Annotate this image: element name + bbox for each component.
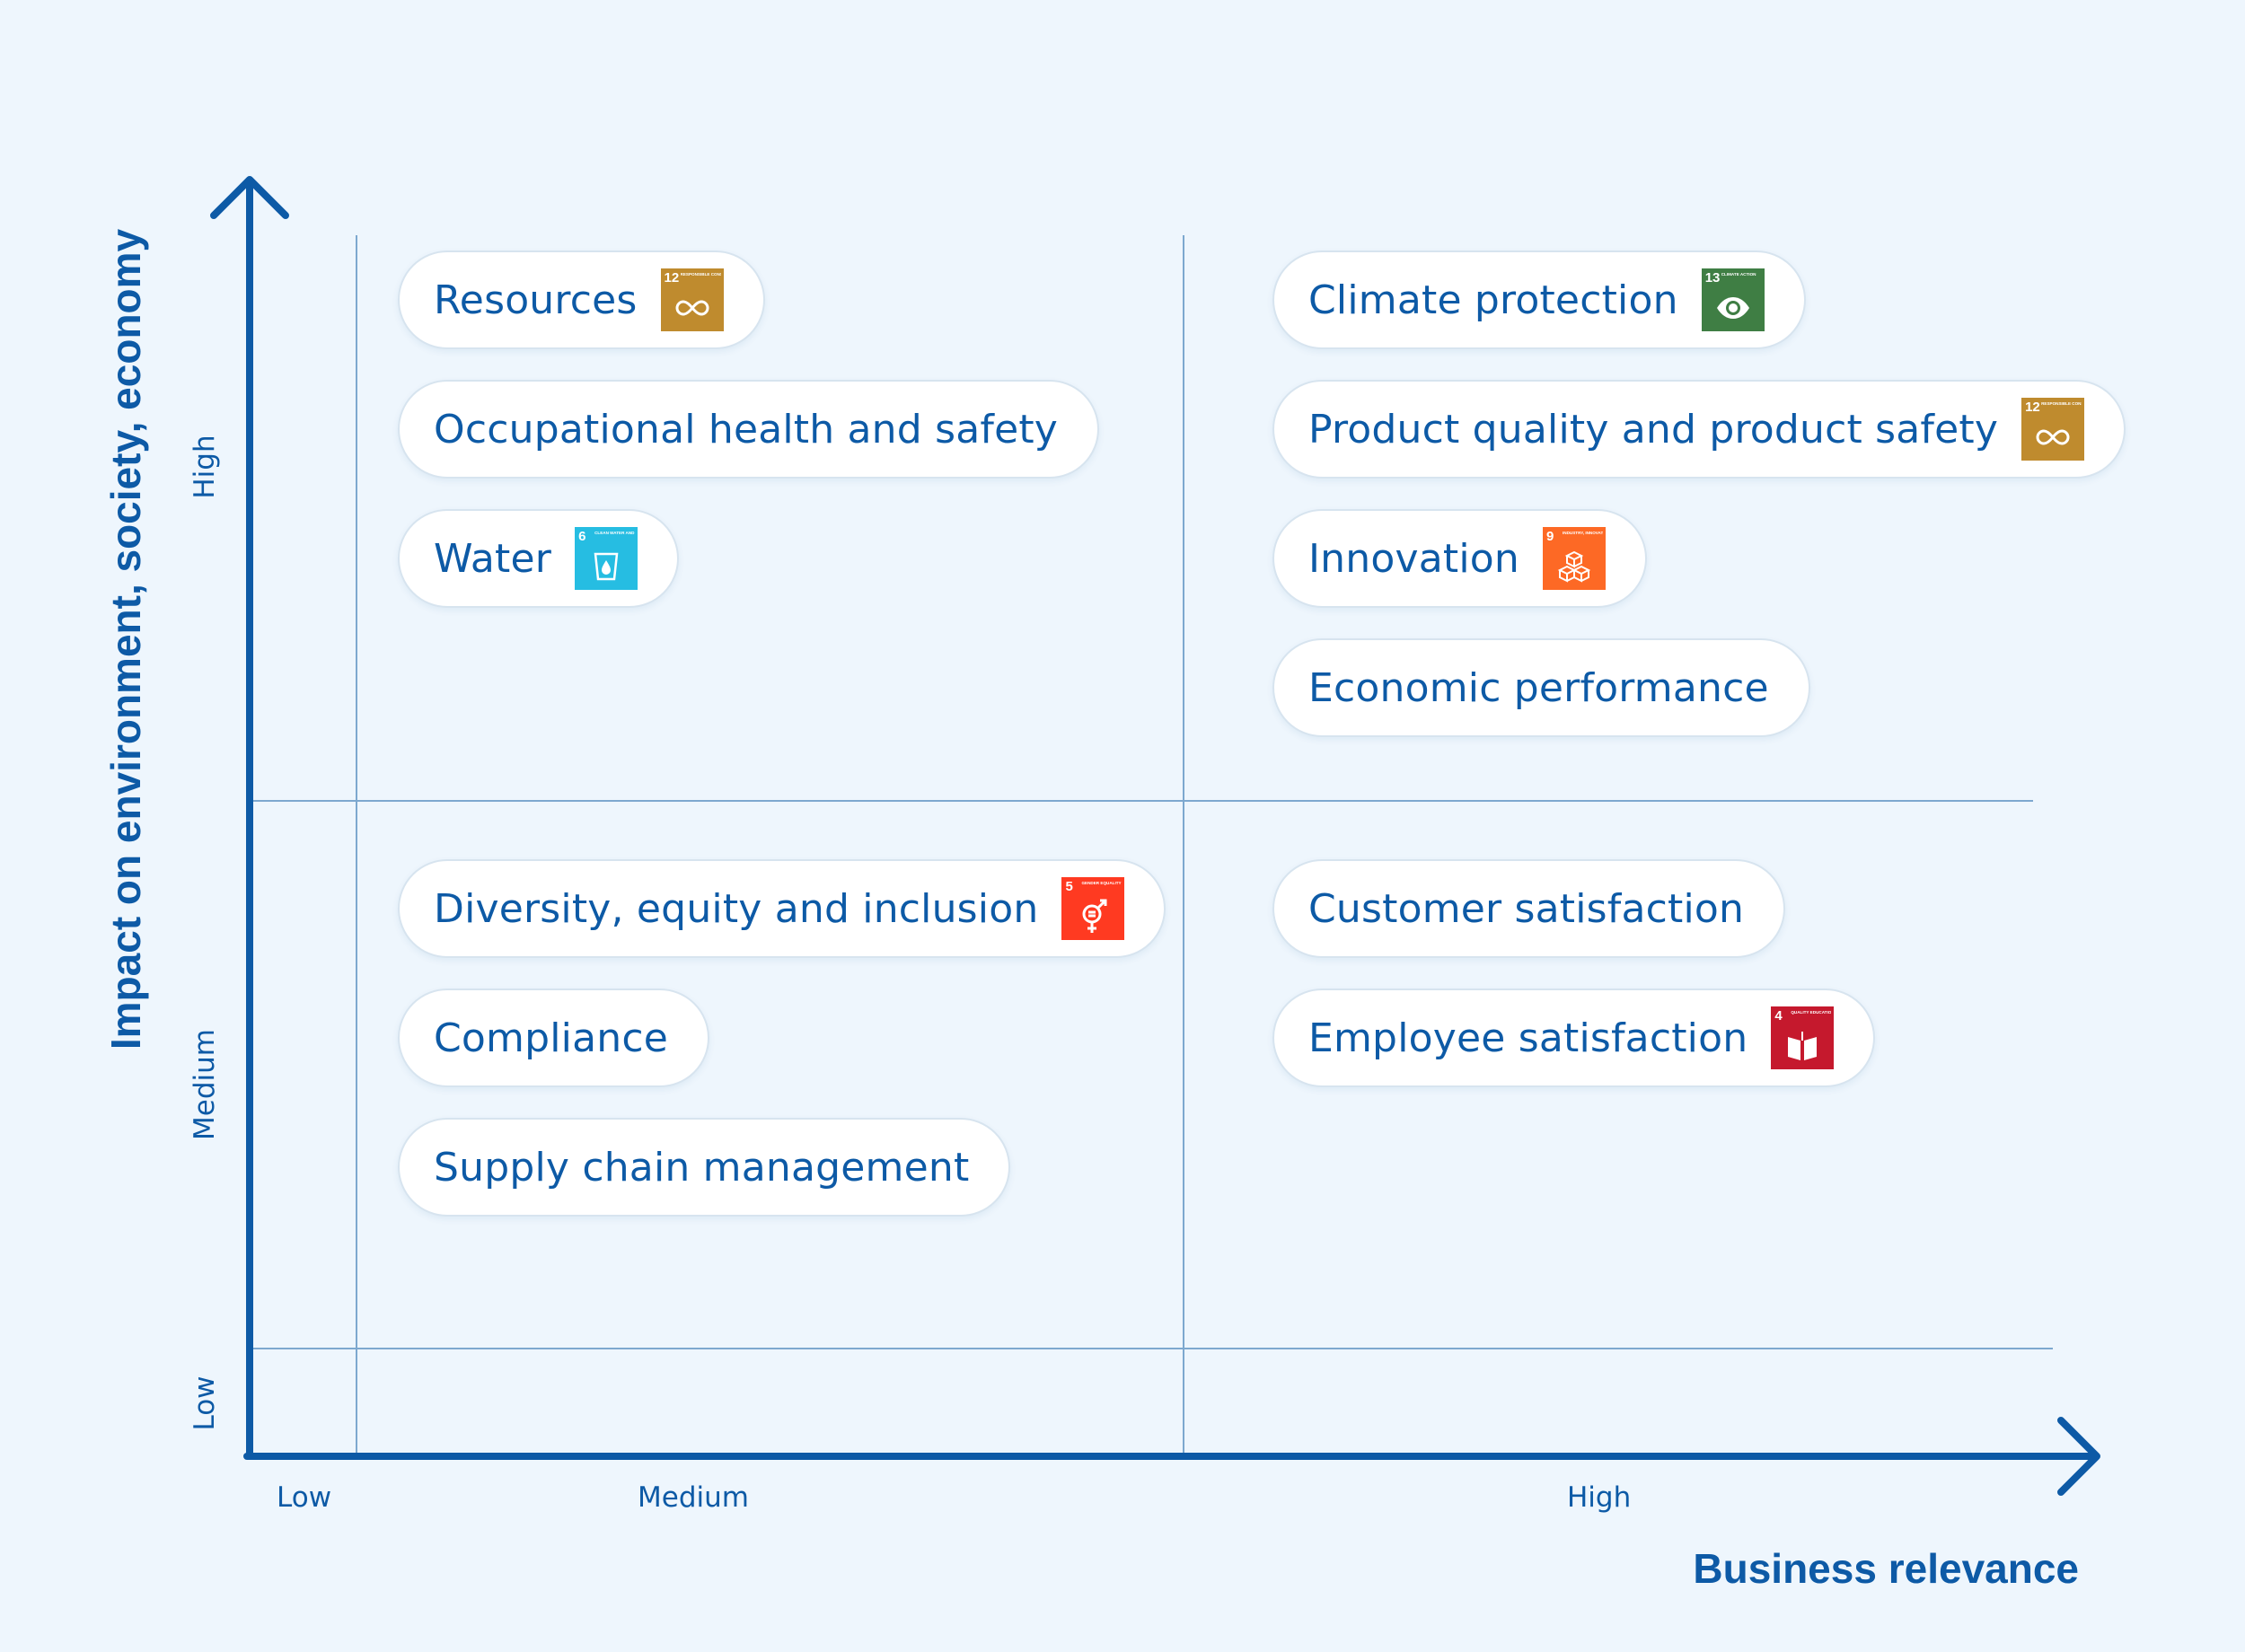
sdg9-badge: 9 INDUSTRY, INNOVATION AND INFRASTRUCTUR… [1542, 527, 1606, 590]
y-tick-low: Low [189, 1375, 221, 1431]
book-icon [1788, 1032, 1818, 1060]
topic-compliance: Compliance [398, 989, 709, 1087]
topic-label: Product quality and product safety [1308, 406, 1999, 453]
y-tick-high: High [189, 435, 221, 499]
y-axis-title: Impact on environment, society, economy [102, 228, 149, 1050]
topic-label: Resources [434, 277, 638, 323]
cubes-icon [1557, 550, 1591, 583]
topic-water: Water 6 CLEAN WATER AND SANITATION [398, 509, 680, 608]
topic-label: Innovation [1308, 535, 1519, 582]
topic-label: Economic performance [1308, 664, 1769, 711]
topic-economic-performance: Economic performance [1272, 638, 1810, 737]
topic-climate-protection: Climate protection 13 CLIMATE ACTION [1272, 250, 1806, 349]
topic-label: Occupational health and safety [434, 406, 1059, 453]
infinity-icon [675, 300, 709, 316]
topic-label: Employee satisfaction [1308, 1015, 1748, 1061]
y-tick-medium: Medium [189, 1029, 221, 1140]
topic-customer-satisfaction: Customer satisfaction [1272, 859, 1786, 958]
x-axis-title: Business relevance [1693, 1545, 2079, 1592]
sdg12-badge: 12 RESPONSIBLE CONSUMPTION AND PRODUCTIO… [2021, 398, 2085, 461]
topic-employee-satisfaction: Employee satisfaction 4 QUALITY EDUCATIO… [1272, 989, 1876, 1087]
sdg13-badge: 13 CLIMATE ACTION [1701, 268, 1765, 331]
topic-label: Supply chain management [434, 1144, 970, 1191]
x-axis-arrowhead [2057, 1417, 2100, 1496]
topic-label: Water [434, 535, 552, 582]
gender-equality-icon [1082, 899, 1107, 933]
water-drop-icon [594, 552, 619, 581]
topic-product-quality: Product quality and product safety 12 RE… [1272, 380, 2126, 479]
topic-label: Diversity, equity and inclusion [434, 885, 1039, 932]
topic-innovation: Innovation 9 INDUSTRY, INNOVATION AND IN… [1272, 509, 1647, 608]
topic-supply-chain: Supply chain management [398, 1118, 1011, 1217]
topic-label: Customer satisfaction [1308, 885, 1745, 932]
sdg4-badge: 4 QUALITY EDUCATION [1771, 1006, 1835, 1069]
infinity-icon [2036, 429, 2070, 445]
topic-label: Climate protection [1308, 277, 1678, 323]
x-tick-high: High [1567, 1481, 1632, 1514]
sdg5-badge: 5 GENDER EQUALITY [1061, 877, 1125, 940]
x-tick-low: Low [277, 1481, 332, 1514]
sdg12-badge: 12 RESPONSIBLE CONSUMPTION AND PRODUCTIO… [660, 268, 724, 331]
sdg6-badge: 6 CLEAN WATER AND SANITATION [575, 527, 638, 590]
x-tick-medium: Medium [638, 1481, 749, 1514]
topic-occupational-health: Occupational health and safety [398, 380, 1100, 479]
topic-resources: Resources 12 RESPONSIBLE CONSUMPTION AND… [398, 250, 765, 349]
y-axis-arrowhead [210, 176, 289, 219]
eye-globe-icon [1716, 297, 1749, 319]
topic-label: Compliance [434, 1015, 668, 1061]
topic-diversity: Diversity, equity and inclusion 5 GENDER… [398, 859, 1167, 958]
